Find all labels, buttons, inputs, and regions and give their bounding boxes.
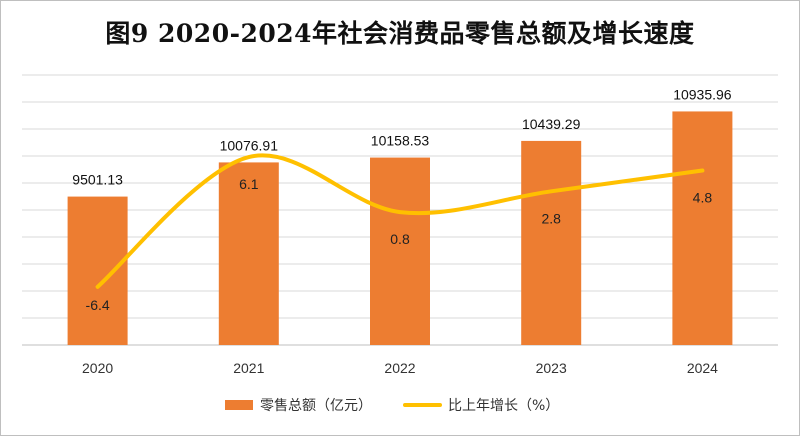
legend-swatch-bar	[225, 400, 253, 410]
line-label-2020: -6.4	[86, 297, 110, 313]
x-axis-ticks: 2020 2021 2022 2023 2024	[82, 360, 718, 376]
legend: 零售总额（亿元） 比上年增长（%）	[225, 398, 559, 414]
line-label-2023: 2.8	[541, 210, 561, 226]
x-tick-2022: 2022	[384, 360, 415, 376]
bar-label-2024: 10935.96	[673, 86, 732, 102]
bar-2021	[218, 162, 279, 345]
chart-title: 图9 2020-2024年社会消费品零售总额及增长速度	[105, 19, 695, 48]
legend-label-bar: 零售总额（亿元）	[260, 398, 372, 414]
legend-label-line: 比上年增长（%）	[448, 398, 559, 414]
bar-label-2020: 9501.13	[72, 172, 123, 188]
line-label-2021: 6.1	[239, 176, 259, 192]
x-tick-2023: 2023	[536, 360, 567, 376]
bar-data-labels: 9501.13 10076.91 10158.53 10439.29 10935.96	[72, 86, 732, 187]
bar-label-2023: 10439.29	[522, 116, 581, 132]
bar-series	[67, 111, 733, 346]
growth-line	[95, 153, 705, 289]
bar-label-2021: 10076.91	[220, 137, 279, 153]
x-tick-2021: 2021	[233, 360, 264, 376]
bar-label-2022: 10158.53	[371, 133, 430, 149]
x-tick-2020: 2020	[82, 360, 113, 376]
line-label-2022: 0.8	[390, 231, 410, 247]
bar-2023	[521, 140, 582, 345]
bar-2022	[370, 157, 430, 345]
line-series	[95, 153, 705, 289]
line-data-labels: -6.4 6.1 0.8 2.8 4.8	[86, 176, 713, 313]
bar-2020	[67, 196, 128, 345]
x-tick-2024: 2024	[687, 360, 718, 376]
bar-2024	[672, 111, 733, 346]
line-label-2024: 4.8	[693, 190, 713, 206]
